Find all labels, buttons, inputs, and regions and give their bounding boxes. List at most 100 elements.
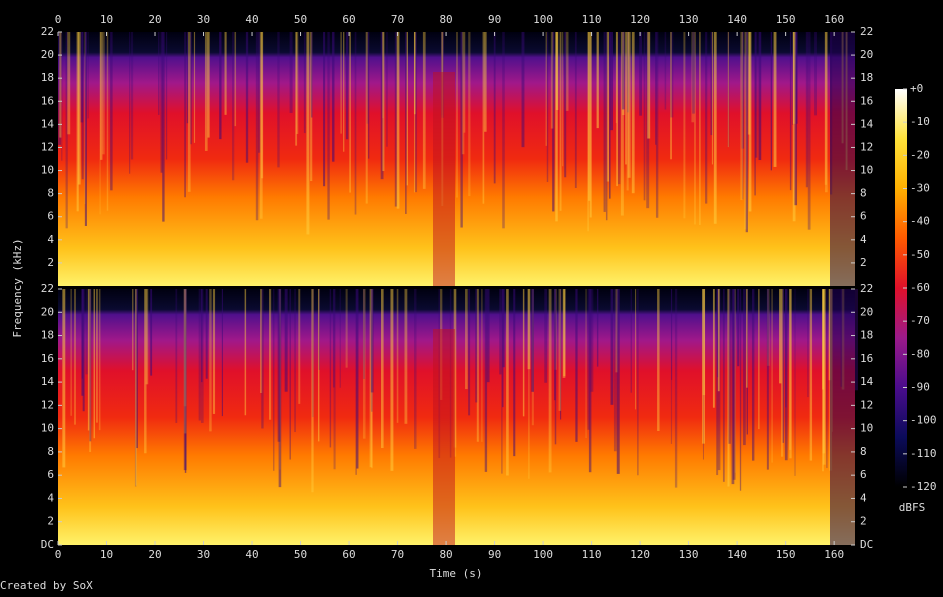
spectral-streak bbox=[691, 32, 695, 123]
y-tick-label: 6 bbox=[47, 468, 54, 481]
x-tick-label: 130 bbox=[679, 13, 699, 26]
x-tick-label: 140 bbox=[727, 13, 747, 26]
spectral-streak bbox=[692, 32, 695, 114]
spectral-streak bbox=[468, 32, 471, 197]
spectral-streak bbox=[340, 32, 343, 134]
spectral-streak bbox=[620, 32, 624, 216]
spectral-streak bbox=[183, 289, 187, 471]
spectral-streak bbox=[134, 289, 137, 486]
spectral-streak bbox=[702, 289, 706, 396]
spectral-streak bbox=[610, 289, 614, 405]
y-tick-label: DC bbox=[41, 538, 54, 551]
spectral-streak bbox=[739, 289, 742, 491]
spectral-streak bbox=[792, 32, 796, 222]
spectral-streak bbox=[454, 289, 457, 457]
spectral-streak bbox=[683, 32, 686, 219]
spectral-streak bbox=[528, 289, 530, 479]
spectral-streak bbox=[150, 289, 153, 376]
x-tick-label: 110 bbox=[582, 548, 602, 561]
spectral-streak bbox=[779, 289, 782, 384]
spectral-streak bbox=[590, 289, 594, 392]
spectral-streak bbox=[558, 289, 562, 411]
y-tick-label: 12 bbox=[41, 140, 54, 153]
y-tick-label: 2 bbox=[860, 515, 867, 528]
spectral-streak bbox=[184, 32, 187, 198]
spectral-streak bbox=[826, 289, 828, 468]
spectral-streak bbox=[465, 289, 468, 390]
x-tick-label: 40 bbox=[245, 13, 258, 26]
spectral-streak bbox=[134, 289, 137, 487]
y-tick-label: 8 bbox=[47, 187, 54, 200]
spectral-streak bbox=[371, 289, 373, 412]
spectral-streak bbox=[201, 289, 203, 383]
spectral-streak bbox=[81, 32, 84, 180]
x-tick-label: 10 bbox=[100, 548, 113, 561]
spectral-streak bbox=[562, 289, 566, 378]
spectral-streak bbox=[596, 32, 599, 129]
spectral-streak bbox=[329, 289, 332, 448]
colorbar-tick-label: -110 bbox=[910, 447, 937, 460]
x-tick-label: 80 bbox=[439, 13, 452, 26]
spectral-streak bbox=[130, 32, 134, 160]
y-axis-label: Frequency (kHz) bbox=[11, 238, 24, 337]
spectral-streak bbox=[461, 32, 465, 155]
spectral-streak bbox=[354, 32, 357, 215]
spectral-streak bbox=[502, 289, 504, 408]
spectral-streak bbox=[694, 32, 696, 225]
y-tick-label: 8 bbox=[860, 445, 867, 458]
spectral-streak bbox=[743, 289, 746, 446]
y-tick-label: 10 bbox=[860, 164, 873, 177]
spectral-streak bbox=[339, 289, 341, 388]
spectral-streak bbox=[747, 32, 751, 135]
spectral-streak bbox=[349, 32, 351, 193]
spectral-streak bbox=[310, 32, 313, 118]
spectral-streak bbox=[670, 32, 674, 118]
x-tick-label: 90 bbox=[488, 548, 501, 561]
spectral-streak bbox=[332, 289, 335, 388]
spectral-streak bbox=[630, 289, 632, 393]
spectral-streak bbox=[603, 32, 606, 212]
y-tick-label: 12 bbox=[860, 140, 873, 153]
spectral-streak bbox=[187, 32, 191, 192]
y-tick-label: 14 bbox=[860, 117, 874, 130]
spectral-streak bbox=[702, 289, 704, 460]
spectral-streak bbox=[310, 32, 313, 182]
y-tick-label: 2 bbox=[860, 256, 867, 269]
spectral-streak bbox=[788, 289, 792, 450]
spectral-streak bbox=[555, 32, 558, 222]
y-tick-label: 16 bbox=[860, 352, 873, 365]
spectral-streak bbox=[545, 32, 547, 146]
spectral-streak bbox=[110, 32, 113, 191]
spectral-streak bbox=[608, 32, 611, 199]
y-tick-label: 16 bbox=[860, 94, 873, 107]
spectral-streak bbox=[617, 32, 621, 185]
y-tick-label: 14 bbox=[860, 375, 874, 388]
spectral-streak bbox=[550, 32, 554, 129]
spectral-streak bbox=[699, 32, 701, 225]
spectral-streak bbox=[711, 32, 713, 165]
spectral-streak bbox=[413, 32, 416, 115]
colorbar-tick-label: -100 bbox=[910, 414, 937, 427]
x-tick-label: 130 bbox=[679, 548, 699, 561]
spectral-streak bbox=[631, 32, 635, 194]
spectral-streak bbox=[184, 289, 187, 473]
spectral-streak bbox=[183, 289, 187, 407]
spectral-streak bbox=[527, 289, 531, 370]
spectral-streak bbox=[754, 32, 756, 196]
x-tick-label: 120 bbox=[630, 548, 650, 561]
spectral-streak bbox=[484, 289, 488, 472]
colorbar-label: dBFS bbox=[899, 501, 926, 514]
spectral-streak bbox=[414, 289, 417, 449]
spectral-streak bbox=[59, 32, 62, 138]
spectral-streak bbox=[414, 32, 418, 193]
spectral-streak bbox=[382, 32, 384, 119]
spectral-streak bbox=[456, 32, 458, 198]
spectral-streak bbox=[279, 289, 281, 470]
spectral-streak bbox=[727, 289, 730, 487]
spectral-streak bbox=[82, 289, 85, 412]
spectral-streak bbox=[382, 32, 385, 172]
spectral-streak bbox=[745, 32, 748, 233]
spectral-streak bbox=[486, 289, 490, 383]
y-tick-label: 2 bbox=[47, 515, 54, 528]
colorbar-tick-label: -10 bbox=[910, 115, 930, 128]
